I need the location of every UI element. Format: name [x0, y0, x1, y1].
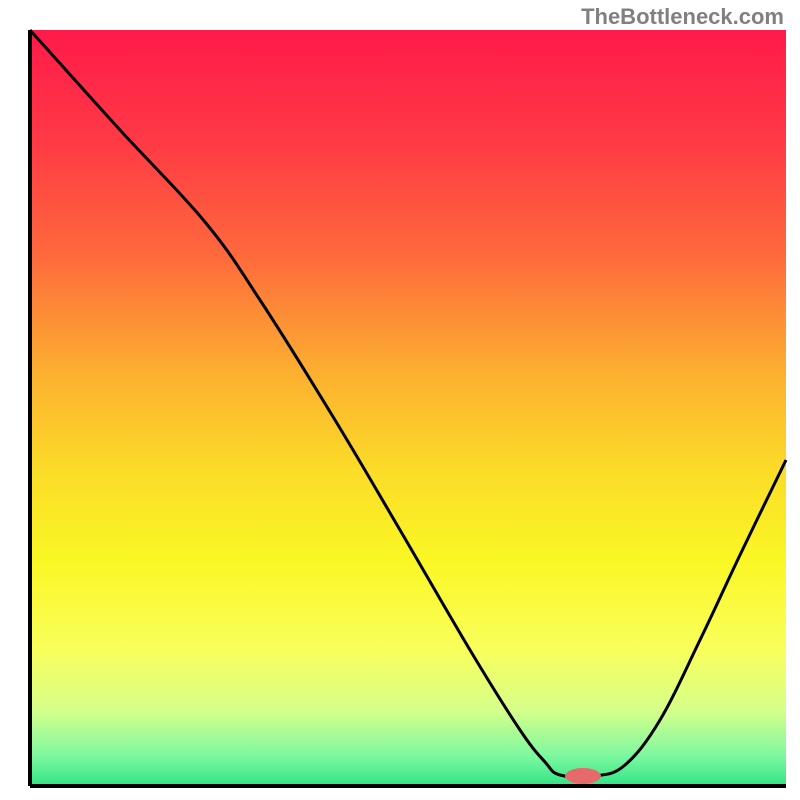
- chart-container: TheBottleneck.com: [0, 0, 800, 800]
- plot-background: [30, 30, 786, 786]
- watermark-text: TheBottleneck.com: [581, 4, 784, 30]
- optimal-marker: [565, 768, 601, 784]
- bottleneck-chart: [0, 0, 800, 800]
